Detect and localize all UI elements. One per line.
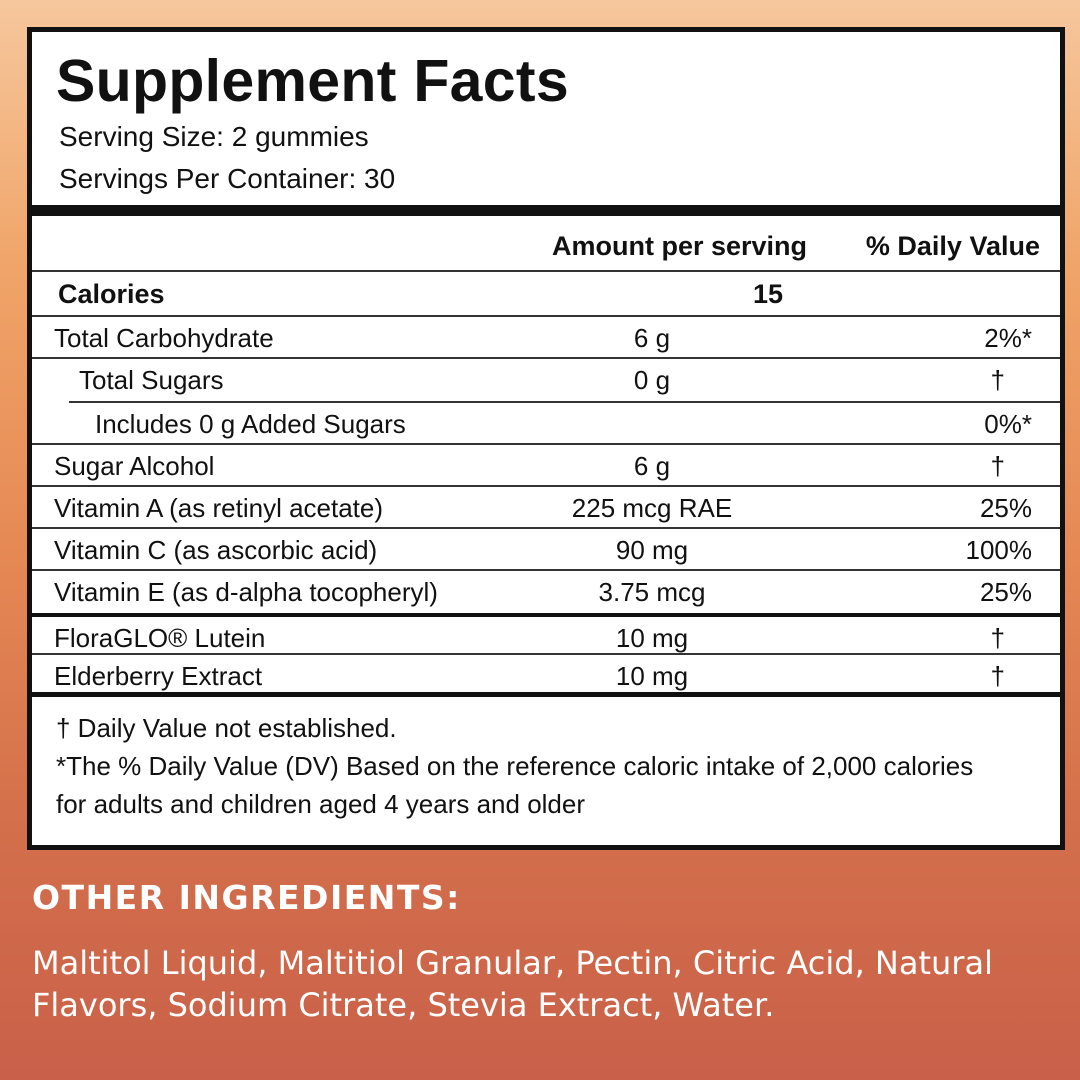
- table-row: Vitamin C (as ascorbic acid) 90 mg 100%: [32, 529, 1060, 571]
- nutrient-amount: 3.75 mcg: [598, 577, 706, 607]
- nutrient-amount: 6 g: [633, 451, 671, 481]
- nutrient-name: FloraGLO® Lutein: [54, 623, 266, 653]
- nutrient-name: Vitamin A (as retinyl acetate): [54, 493, 384, 523]
- table-row: Vitamin E (as d-alpha tocopheryl) 3.75 m…: [32, 571, 1060, 613]
- nutrient-name: Total Sugars: [79, 365, 224, 395]
- table-row: FloraGLO® Lutein 10 mg †: [32, 613, 1060, 655]
- table-row: Includes 0 g Added Sugars 0%*: [32, 403, 1060, 445]
- nutrient-name: Sugar Alcohol: [54, 451, 215, 481]
- calories-amount: 15: [752, 279, 784, 309]
- table-row: Sugar Alcohol 6 g †: [32, 445, 1060, 487]
- nutrient-daily-value: †: [990, 623, 1005, 653]
- daily-value-column-header: % Daily Value: [865, 231, 1040, 261]
- footnotes: † Daily Value not established. *The % Da…: [32, 697, 1060, 823]
- nutrient-daily-value: †: [990, 451, 1005, 481]
- nutrient-daily-value: 2%*: [984, 323, 1032, 353]
- amount-column-header: Amount per serving: [552, 231, 808, 261]
- nutrient-name: Includes 0 g Added Sugars: [95, 409, 406, 439]
- nutrient-name: Vitamin C (as ascorbic acid): [54, 535, 378, 565]
- calories-label: Calories: [58, 279, 165, 309]
- nutrient-daily-value: 25%: [979, 577, 1032, 607]
- daily-value-footnote: *The % Daily Value (DV) Based on the ref…: [56, 751, 974, 819]
- supplement-facts-panel: Supplement Facts Serving Size: 2 gummies…: [27, 27, 1065, 850]
- nutrient-daily-value: 25%: [979, 493, 1032, 523]
- indent-divider: [69, 401, 1060, 403]
- table-row: Elderberry Extract 10 mg †: [32, 655, 1060, 697]
- nutrient-daily-value: †: [990, 661, 1005, 691]
- nutrient-amount: 10 mg: [615, 623, 689, 653]
- nutrient-name: Elderberry Extract: [54, 661, 263, 691]
- calories-row: Calories 15: [32, 272, 1060, 317]
- nutrient-daily-value: 0%*: [984, 409, 1032, 439]
- nutrient-daily-value: 100%: [965, 535, 1033, 565]
- nutrient-amount: 0 g: [633, 365, 671, 395]
- nutrient-daily-value: †: [990, 365, 1005, 395]
- nutrient-amount: 225 mcg RAE: [571, 493, 733, 523]
- nutrient-name: Total Carbohydrate: [54, 323, 274, 353]
- nutrient-amount: 6 g: [633, 323, 671, 353]
- other-ingredients-list: Maltitol Liquid, Maltitiol Granular, Pec…: [32, 944, 993, 1024]
- column-header-row: Amount per serving % Daily Value: [32, 216, 1060, 272]
- other-ingredients-heading: OTHER INGREDIENTS:: [32, 878, 461, 917]
- table-row: Vitamin A (as retinyl acetate) 225 mcg R…: [32, 487, 1060, 529]
- table-row: Total Sugars 0 g †: [32, 359, 1060, 401]
- dagger-footnote: † Daily Value not established.: [56, 713, 397, 743]
- facts-header: Supplement Facts Serving Size: 2 gummies…: [32, 32, 1060, 216]
- nutrient-amount: 90 mg: [615, 535, 689, 565]
- serving-size: Serving Size: 2 gummies: [59, 121, 369, 152]
- nutrient-amount: 10 mg: [615, 661, 689, 691]
- facts-title: Supplement Facts: [56, 48, 569, 114]
- servings-per-container: Servings Per Container: 30: [59, 163, 396, 194]
- table-row: Total Carbohydrate 6 g 2%*: [32, 317, 1060, 359]
- nutrient-name: Vitamin E (as d-alpha tocopheryl): [54, 577, 438, 607]
